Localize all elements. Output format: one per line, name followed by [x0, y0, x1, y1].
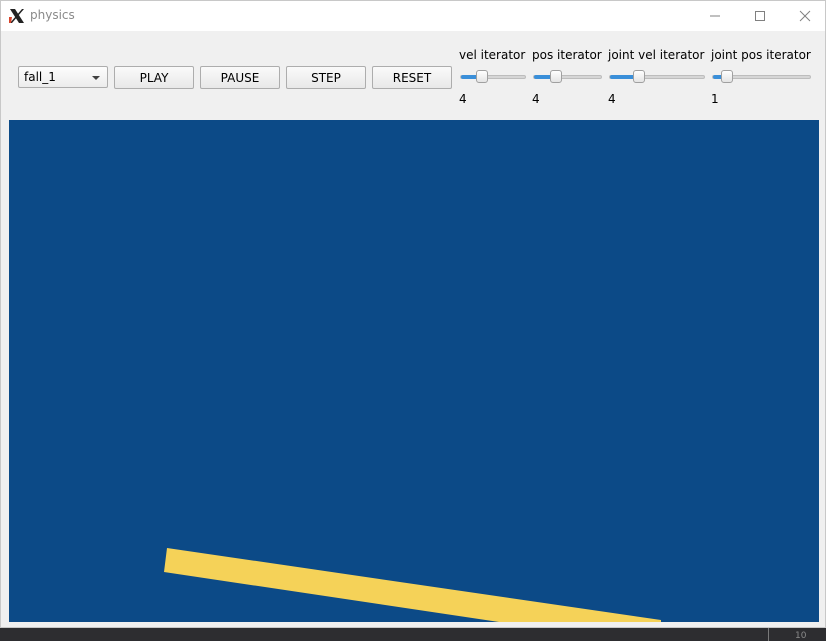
taskbar-divider — [768, 628, 769, 641]
close-icon — [799, 10, 811, 22]
pause-button[interactable]: PAUSE — [200, 66, 280, 89]
simulation-canvas[interactable] — [9, 120, 819, 622]
play-button[interactable]: PLAY — [114, 66, 194, 89]
pos-iterator-value: 4 — [532, 92, 540, 106]
falling-plank — [164, 548, 661, 622]
maximize-button[interactable] — [738, 1, 782, 31]
minimize-button[interactable] — [693, 1, 737, 31]
toolbar: fall_1 PLAY PAUSE STEP RESET vel iterato… — [1, 31, 825, 120]
title-bar[interactable]: physics — [1, 1, 825, 31]
pos-iterator-thumb[interactable] — [550, 70, 563, 83]
scene-select-value: fall_1 — [24, 70, 56, 84]
joint-pos-iterator-label: joint pos iterator — [711, 48, 811, 62]
vel-iterator-thumb[interactable] — [476, 70, 489, 83]
vel-iterator-label: vel iterator — [459, 48, 526, 62]
reset-button[interactable]: RESET — [372, 66, 452, 89]
scene-select[interactable]: fall_1 — [18, 66, 108, 88]
joint-vel-iterator-label: joint vel iterator — [608, 48, 705, 62]
maximize-icon — [755, 11, 765, 21]
window-title: physics — [30, 8, 75, 22]
pos-iterator-track[interactable] — [533, 75, 602, 79]
close-button[interactable] — [783, 1, 826, 31]
taskbar-number: 10 — [795, 631, 807, 641]
vel-iterator-track[interactable] — [460, 75, 526, 79]
joint-pos-iterator-thumb[interactable] — [720, 70, 733, 83]
joint-vel-iterator-track[interactable] — [609, 75, 705, 79]
pos-iterator-label: pos iterator — [532, 48, 602, 62]
step-button[interactable]: STEP — [286, 66, 366, 89]
taskbar — [0, 628, 826, 641]
joint-pos-iterator-track[interactable] — [712, 75, 811, 79]
joint-vel-iterator-thumb[interactable] — [632, 70, 645, 83]
x-logo-icon — [9, 9, 24, 23]
app-window: physics fall_1 PLAY PAUSE STEP RESET — [0, 0, 826, 628]
joint-vel-iterator-value: 4 — [608, 92, 616, 106]
vel-iterator-value: 4 — [459, 92, 467, 106]
simulation-scene — [164, 548, 661, 622]
chevron-down-icon — [92, 76, 100, 80]
minimize-icon — [710, 15, 720, 17]
joint-pos-iterator-value: 1 — [711, 92, 719, 106]
